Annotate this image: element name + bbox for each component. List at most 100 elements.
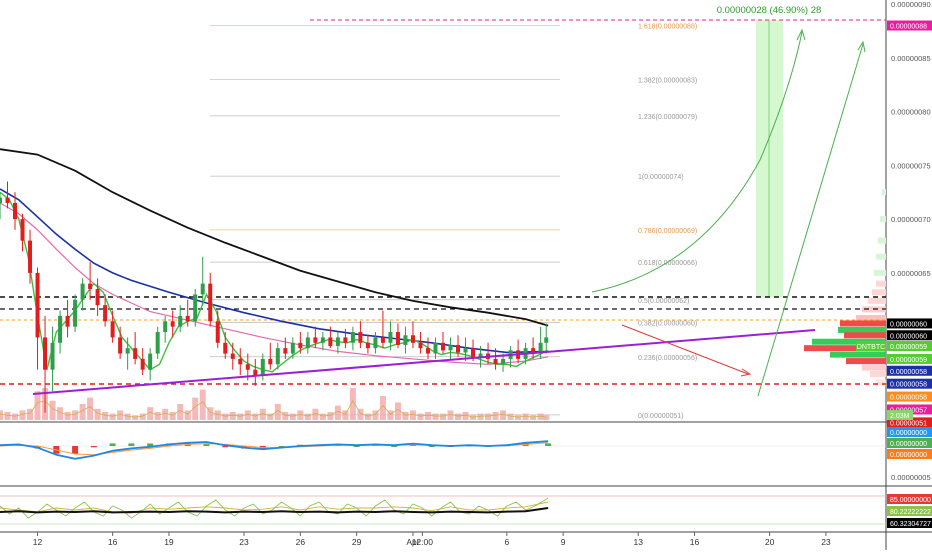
candle-body <box>425 348 430 354</box>
candle-body <box>208 283 213 322</box>
price-badge <box>887 353 932 364</box>
time-axis-label: 26 <box>296 537 306 547</box>
time-axis-label: 29 <box>352 537 362 547</box>
fib-level-label: 0.786(0.00000069) <box>638 228 697 235</box>
candle-body <box>230 353 235 359</box>
stoch-badge <box>887 506 932 516</box>
candle-body <box>335 337 340 347</box>
candle-body <box>13 202 18 220</box>
price-badge <box>887 330 932 341</box>
volume-badge <box>887 410 913 420</box>
price-badge-label: 0.00000058 <box>890 382 927 389</box>
candle-body <box>223 342 228 354</box>
time-axis-label: 19 <box>164 537 174 547</box>
candle-body <box>73 299 78 327</box>
candle-body <box>531 348 536 354</box>
candle-body <box>140 358 145 370</box>
volume-bar <box>530 415 537 420</box>
candle-body <box>20 219 25 241</box>
price-badge-label: 0.00000060 <box>890 333 927 340</box>
candle-body <box>313 337 318 343</box>
price-badge-label: 0.00000060 <box>890 321 927 328</box>
macd-histogram-bar <box>109 443 116 446</box>
volume-profile-bar <box>830 351 886 358</box>
volume-profile-bar <box>880 216 886 223</box>
candle-body <box>463 348 468 353</box>
stoch-main-line <box>0 507 549 514</box>
bearish-arrow <box>621 324 749 375</box>
price-badge-label: 0.00000059 <box>890 344 927 351</box>
candle-body <box>125 348 130 354</box>
candle-body <box>5 197 10 203</box>
price-badge <box>887 378 932 389</box>
volume-profile-bar <box>862 364 886 371</box>
macd-panel <box>0 440 886 460</box>
stoch-badge-label: 85.00000000 <box>890 497 931 504</box>
stoch-badge <box>887 518 932 528</box>
ma-blue-line <box>0 188 549 354</box>
volume-profile-bar <box>812 338 886 345</box>
candle-body <box>238 358 243 365</box>
price-axis-label: 0.00000070 <box>891 215 931 224</box>
macd-histogram-bar <box>128 443 135 446</box>
price-badge <box>887 417 932 428</box>
candle-body <box>103 305 108 322</box>
macd-histogram-bar <box>428 446 435 447</box>
macd-badge <box>887 449 932 459</box>
volume-profile-bar <box>872 289 886 296</box>
volume-profile-bar <box>856 315 886 322</box>
volume-bar <box>147 407 154 420</box>
volume-bar <box>409 410 416 420</box>
stoch-badge-label: 60.32304727 <box>890 521 931 528</box>
volume-bar <box>485 413 492 420</box>
time-axis-label: Apr <box>406 537 419 547</box>
candle-body <box>320 337 325 343</box>
volume-bar <box>500 410 507 420</box>
volume-bar <box>379 396 386 420</box>
time-axis-label: 12 <box>33 537 43 547</box>
macd-line <box>0 440 549 460</box>
macd-histogram-bar <box>353 446 360 447</box>
price-badge <box>887 20 932 31</box>
volume-bar <box>543 415 550 420</box>
volume-profile-bar <box>868 297 886 304</box>
stoch-badge <box>887 494 932 504</box>
candle-body <box>410 335 415 343</box>
volume-bar <box>304 413 311 420</box>
candle-body <box>418 342 423 349</box>
candle-body <box>58 315 63 343</box>
volume-bar <box>139 413 146 420</box>
symbol-badge <box>856 341 886 352</box>
volume-profile <box>804 189 886 386</box>
candle-body <box>343 337 348 343</box>
price-axis-label: 0.00000005 <box>891 473 931 482</box>
volume-profile-bar <box>870 370 886 377</box>
candle-body <box>88 283 93 290</box>
volume-layer <box>0 388 550 420</box>
volume-bar <box>94 408 101 420</box>
price-badge-label: 0.00000058 <box>890 395 927 402</box>
time-axis-label: 16 <box>108 537 118 547</box>
price-badge <box>887 365 932 376</box>
volume-bar <box>372 410 379 420</box>
candle-body <box>268 358 273 365</box>
fib-level-label: 0.618(0.00000066) <box>638 260 697 267</box>
volume-bar <box>417 413 424 420</box>
macd-badge <box>887 438 932 448</box>
volume-bar <box>12 413 19 420</box>
volume-bar <box>282 412 289 420</box>
volume-bar <box>515 415 522 420</box>
volume-bar <box>342 410 349 420</box>
volume-profile-bar <box>876 253 886 260</box>
macd-histogram-bar <box>203 443 210 446</box>
candle-body <box>298 342 303 349</box>
candle-body <box>478 353 483 357</box>
volume-bar <box>462 412 469 420</box>
volume-bar <box>364 413 371 420</box>
volume-profile-bar <box>876 280 886 287</box>
volume-bar <box>312 408 319 420</box>
price-badge <box>887 341 932 352</box>
macd-histogram-bar <box>545 443 552 446</box>
